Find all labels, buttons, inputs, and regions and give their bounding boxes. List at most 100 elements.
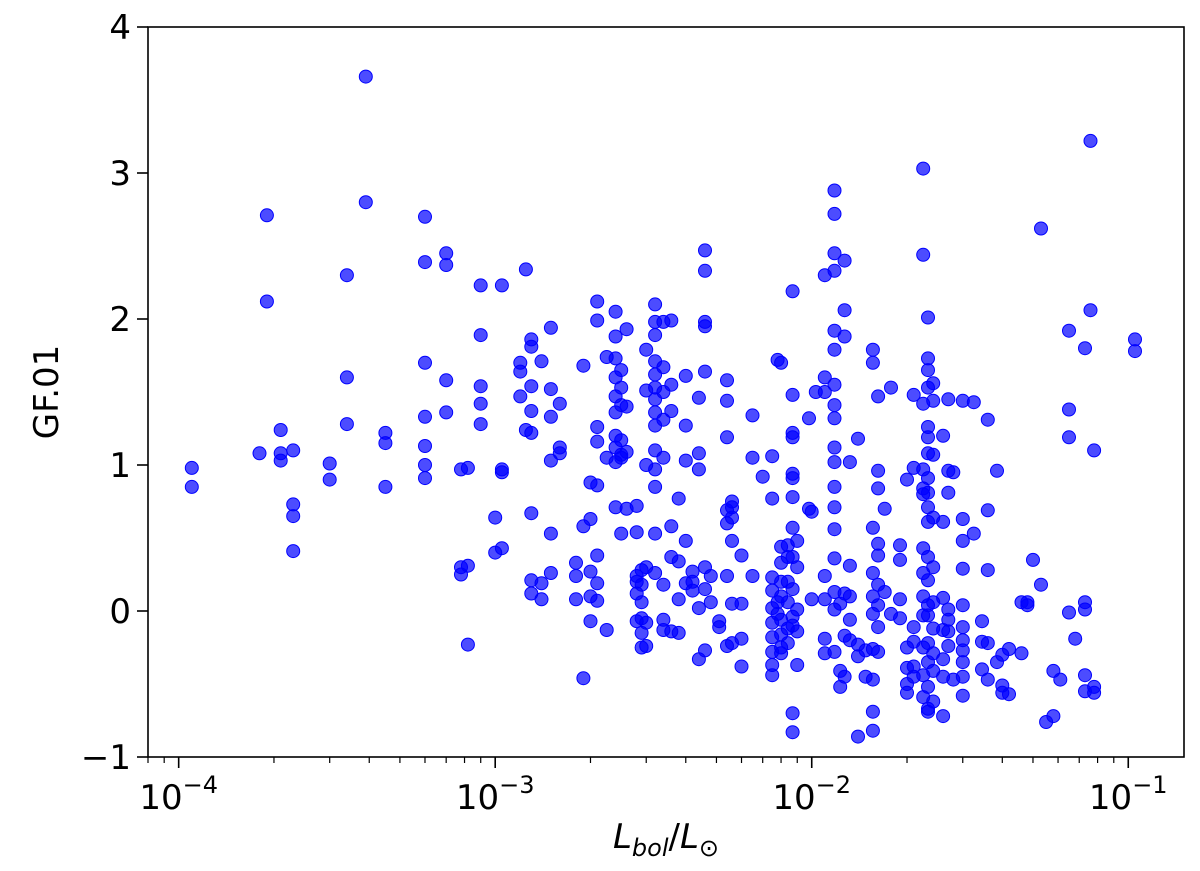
data-point: [678, 368, 693, 383]
data-point: [1062, 430, 1076, 445]
data-point: [590, 294, 605, 309]
data-point: [639, 639, 654, 653]
data-point: [590, 478, 605, 493]
data-point: [576, 358, 591, 373]
data-point: [656, 450, 671, 465]
data-point: [936, 514, 951, 529]
data-point: [648, 526, 663, 541]
data-point: [921, 351, 935, 366]
data-point: [745, 450, 760, 465]
data-point: [936, 590, 951, 605]
data-point: [926, 376, 941, 391]
data-point: [698, 243, 712, 258]
data-point: [569, 555, 583, 570]
data-point: [817, 631, 832, 646]
data-point: [184, 479, 199, 494]
data-point: [893, 552, 907, 567]
data-point: [619, 444, 634, 459]
data-point: [378, 479, 393, 494]
data-point: [664, 519, 679, 534]
data-point: [259, 208, 274, 223]
data-point: [648, 328, 663, 343]
data-point: [946, 465, 961, 480]
y-tick-label: −1: [81, 738, 131, 778]
data-point: [590, 434, 605, 449]
data-point: [785, 430, 800, 445]
data-point: [439, 373, 454, 388]
data-point: [608, 351, 623, 366]
data-point: [827, 522, 842, 537]
data-point: [765, 491, 780, 506]
data-point: [639, 342, 654, 357]
data-point: [774, 646, 789, 661]
data-point: [698, 364, 712, 379]
data-point: [941, 392, 956, 407]
data-point: [614, 363, 629, 378]
data-point: [685, 583, 700, 598]
data-point: [439, 258, 454, 272]
data-point: [884, 380, 898, 395]
data-point: [524, 425, 539, 440]
data-point: [921, 471, 935, 486]
data-point: [837, 253, 852, 268]
data-point: [629, 525, 644, 540]
data-point: [712, 620, 727, 635]
data-point: [339, 268, 354, 283]
data-point: [608, 329, 623, 344]
data-point: [534, 576, 549, 591]
data-point: [980, 503, 995, 518]
data-point: [286, 497, 301, 512]
data-point: [286, 509, 301, 524]
data-point: [671, 592, 686, 607]
data-point: [1128, 332, 1142, 347]
data-point: [990, 463, 1004, 478]
data-point: [865, 355, 880, 370]
data-point: [865, 520, 880, 535]
data-point: [865, 672, 880, 687]
data-point: [720, 393, 734, 408]
data-point: [941, 485, 956, 500]
data-point: [774, 355, 789, 370]
x-tick-label: 10−2: [772, 771, 851, 818]
data-point: [725, 510, 739, 525]
data-point: [941, 612, 956, 627]
data-point: [790, 602, 805, 617]
data-point: [966, 526, 981, 541]
data-point: [543, 382, 558, 397]
x-axis-label: Lbol/L⊙: [613, 817, 719, 862]
data-point: [418, 355, 432, 370]
data-point: [358, 69, 373, 84]
data-point: [827, 246, 842, 261]
data-point: [259, 294, 274, 309]
data-point: [955, 561, 970, 576]
data-point: [460, 558, 475, 573]
data-point: [473, 379, 488, 394]
data-point: [926, 393, 941, 408]
data-point: [955, 533, 970, 548]
x-axis-ticks: 10−4 10−3 10−2 10−1: [139, 757, 1168, 818]
data-point: [648, 297, 663, 312]
data-point: [691, 601, 706, 616]
data-point: [893, 592, 907, 607]
data-point: [936, 428, 951, 443]
data-point: [671, 625, 686, 640]
data-point: [734, 631, 749, 646]
data-point: [1078, 341, 1092, 356]
data-point: [703, 595, 718, 610]
data-point: [664, 377, 679, 392]
data-point: [785, 706, 800, 721]
data-point: [804, 592, 819, 607]
y-tick-label: 3: [109, 154, 131, 194]
data-point: [926, 447, 941, 462]
data-point: [664, 313, 679, 328]
data-point: [734, 548, 749, 563]
data-point: [656, 360, 671, 375]
x-tick-label: 10−4: [139, 771, 218, 818]
data-point: [975, 614, 989, 629]
data-point: [837, 669, 852, 684]
y-tick-label: 1: [109, 446, 131, 486]
data-point: [837, 303, 852, 318]
data-point: [827, 479, 842, 494]
data-point: [827, 644, 842, 659]
